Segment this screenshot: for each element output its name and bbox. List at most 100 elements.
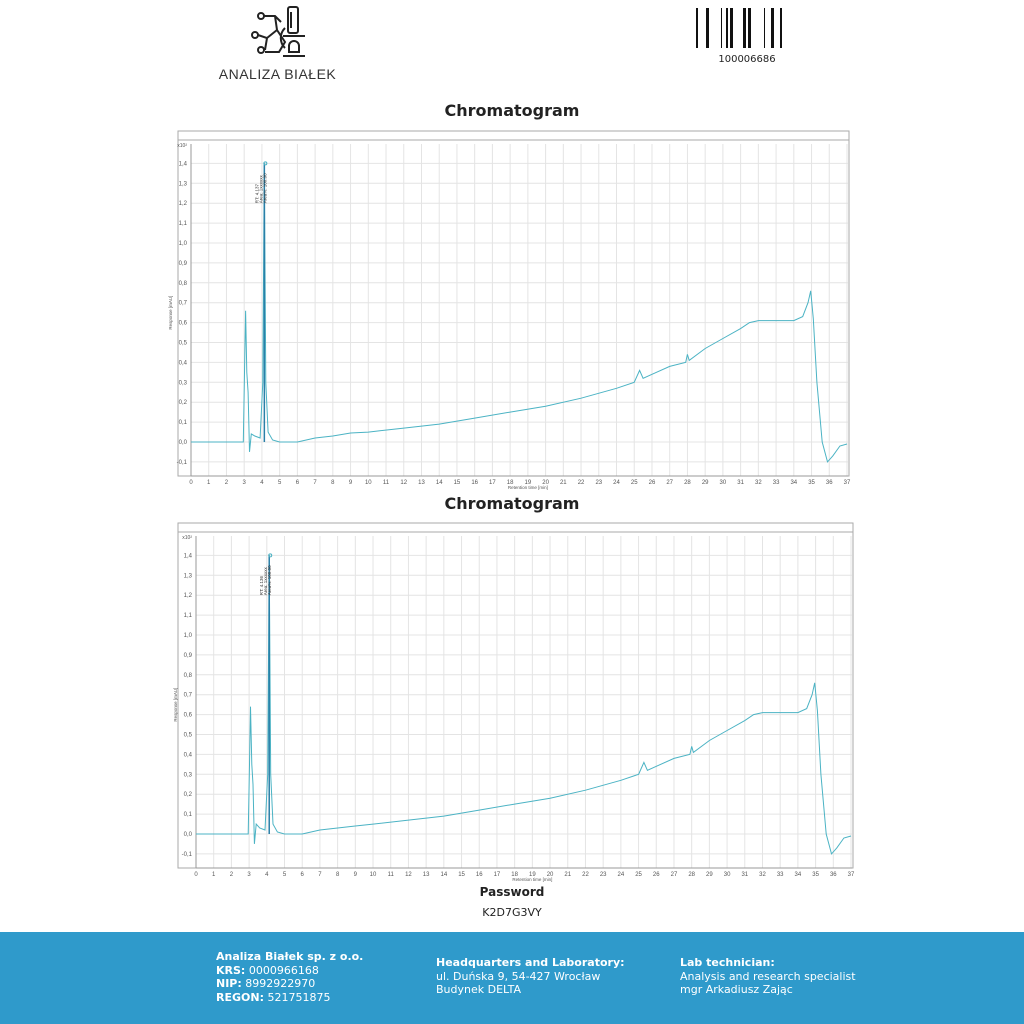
peak-annotation: RT: 4.136	[259, 576, 264, 596]
x-tick-label: 29	[706, 872, 713, 878]
x-tick-label: 8	[336, 872, 340, 878]
footer: Analiza Białek sp. z o.o. KRS: 000096616…	[0, 932, 1024, 1024]
x-tick-label: 17	[494, 872, 501, 878]
x-tick-label: 26	[649, 480, 656, 486]
y-tick-label: 1,4	[179, 161, 188, 167]
barcode-bar	[721, 8, 722, 48]
x-tick-label: 24	[618, 872, 625, 878]
x-tick-label: 16	[476, 872, 483, 878]
password-value: K2D7G3VY	[482, 906, 542, 919]
y-tick-label: 0,2	[184, 792, 193, 798]
x-tick-label: 22	[582, 872, 589, 878]
y-tick-label: 1,0	[179, 241, 188, 247]
chromatogram-chart-2: 0 1 2 3 4 5 6 7 8 9 10 11 12 13 14 15 16 17 18 19 20 21 22 23 24…	[173, 522, 855, 882]
x-tick-label: 19	[529, 872, 536, 878]
x-tick-label: 23	[595, 480, 602, 486]
x-tick-label: 6	[296, 480, 300, 486]
x-tick-label: 34	[795, 872, 802, 878]
x-axis-label: Retention time [min]	[508, 485, 548, 490]
x-tick-label: 8	[331, 480, 335, 486]
x-tick-label: 36	[826, 480, 833, 486]
x-tick-label: 32	[759, 872, 766, 878]
y-tick-label: 0,2	[179, 400, 188, 406]
x-tick-label: 3	[243, 480, 247, 486]
hq-building: Budynek DELTA	[436, 983, 522, 996]
y-tick-label: 0,4	[179, 360, 188, 366]
x-tick-label: 18	[511, 872, 518, 878]
y-tick-label: 0,9	[184, 653, 193, 659]
peak-marker	[268, 553, 273, 558]
y-tick-label: 0,7	[184, 693, 193, 699]
x-tick-label: 25	[635, 872, 642, 878]
x-tick-label: 0	[194, 872, 198, 878]
peak-annotation: Area%: 100.00	[262, 173, 267, 203]
x-tick-label: 6	[301, 872, 305, 878]
x-tick-label: 35	[808, 480, 815, 486]
technician-role: Analysis and research specialist	[680, 969, 856, 983]
peak-annotation: RT: 4.137	[254, 184, 259, 204]
y-tick-label: 0,8	[184, 673, 193, 679]
x-tick-label: 11	[388, 872, 395, 878]
x-tick-label: 15	[454, 480, 461, 486]
barcode-bar	[696, 8, 698, 48]
y-tick-label: -0,1	[177, 460, 188, 466]
x-tick-label: 30	[724, 872, 731, 878]
y-tick-label: 1,4	[184, 553, 193, 559]
peak-marker	[263, 161, 268, 166]
x-tick-label: 37	[844, 480, 851, 486]
x-tick-label: 10	[370, 872, 377, 878]
chromatogram-trace	[191, 163, 848, 463]
x-tick-label: 10	[365, 480, 372, 486]
x-tick-label: 33	[773, 480, 780, 486]
y-tick-label: 0,1	[184, 812, 193, 818]
x-tick-label: 4	[260, 480, 264, 486]
x-axis-label: Retention time [min]	[512, 877, 552, 882]
y-tick-label: 0,0	[184, 832, 193, 838]
chart-title-1: Chromatogram	[444, 101, 580, 120]
x-tick-label: 24	[613, 480, 620, 486]
barcode-bar	[764, 8, 765, 48]
y-axis-label: Response [mAU]	[173, 688, 178, 722]
y-tick-label: 1,2	[179, 201, 188, 207]
y-multiplier: x10²	[177, 143, 187, 149]
y-tick-label: 0,8	[179, 281, 188, 287]
y-axis-label: Response [mAU]	[168, 296, 173, 330]
regon-label: REGON:	[216, 990, 264, 1004]
chromatogram-chart-1: 0 1 2 3 4 5 6 7 8 9 10 11 12 13 14 15 16 17 18 19 20 21 22 23 24…	[168, 130, 851, 490]
x-tick-label: 28	[684, 480, 691, 486]
technician-name: mgr Arkadiusz Zając	[680, 983, 793, 996]
x-tick-label: 16	[471, 480, 478, 486]
y-tick-label: -0,1	[182, 852, 193, 858]
x-tick-label: 17	[489, 480, 496, 486]
x-tick-label: 2	[230, 872, 234, 878]
chart-frame	[177, 522, 854, 869]
x-tick-label: 1	[212, 872, 216, 878]
x-tick-label: 2	[225, 480, 229, 486]
hq-info: Headquarters and Laboratory: ul. Duńska …	[436, 956, 625, 997]
x-tick-label: 35	[812, 872, 819, 878]
x-tick-label: 9	[354, 872, 358, 878]
y-tick-label: 0,7	[179, 301, 188, 307]
y-multiplier: x10²	[182, 535, 192, 541]
y-tick-label: 0,5	[184, 733, 193, 739]
barcode-image	[696, 8, 782, 48]
company-logo: ANALIZA BIAŁEK	[215, 2, 340, 82]
x-tick-label: 31	[741, 872, 748, 878]
hq-address: ul. Duńska 9, 54-427 Wrocław	[436, 969, 601, 983]
x-tick-label: 33	[777, 872, 784, 878]
x-tick-label: 34	[790, 480, 797, 486]
x-tick-label: 23	[600, 872, 607, 878]
y-tick-label: 0,6	[184, 713, 193, 719]
password-label: Password	[479, 885, 545, 899]
x-tick-label: 22	[578, 480, 585, 486]
y-tick-label: 0,3	[184, 772, 193, 778]
krs-value: 0000966168	[248, 963, 319, 977]
y-tick-label: 1,0	[184, 633, 193, 639]
x-tick-label: 32	[755, 480, 762, 486]
molecule-microscope-icon	[250, 6, 305, 57]
x-tick-label: 13	[418, 480, 425, 486]
regon-value: 521751875	[267, 990, 331, 1004]
x-tick-label: 11	[383, 480, 390, 486]
x-tick-label: 20	[542, 480, 549, 486]
x-tick-label: 21	[564, 872, 571, 878]
